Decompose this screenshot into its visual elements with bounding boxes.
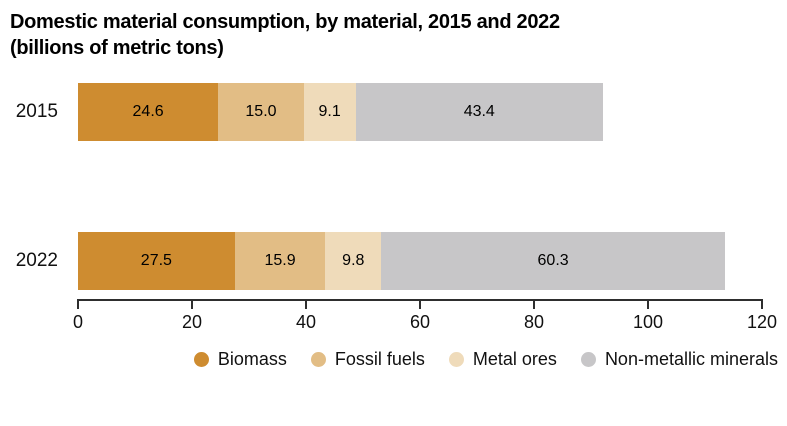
title-block: Domestic material consumption, by materi… xyxy=(10,9,560,61)
legend-label: Biomass xyxy=(217,349,287,369)
segment-value: 15.0 xyxy=(245,103,277,120)
segment-metal-ores: 9.8 xyxy=(325,232,382,290)
segment-biomass: 24.6 xyxy=(78,83,219,141)
legend-dot-icon xyxy=(580,352,596,367)
legend-dot-icon xyxy=(193,352,209,367)
axis-tick-label: 80 xyxy=(523,312,545,332)
axis-tick xyxy=(533,299,535,309)
chart-title: Domestic material consumption, by materi… xyxy=(10,11,560,33)
legend-label: Fossil fuels xyxy=(334,349,425,369)
bar-row-2015: 2015 24.6 15.0 9.1 43.4 xyxy=(16,83,762,141)
legend: Biomass Fossil fuels Metal ores Non-metalli… xyxy=(0,349,778,370)
x-axis: 0 20 40 60 80 100 120 xyxy=(73,299,777,332)
axis-tick-label: 0 xyxy=(72,312,84,332)
axis-tick xyxy=(191,299,193,309)
legend-dot-icon xyxy=(310,352,326,367)
segment-metal-ores: 9.1 xyxy=(303,83,356,141)
axis-tick xyxy=(77,299,79,309)
legend-dot-icon xyxy=(448,352,464,367)
legend-label: Non-metallic minerals xyxy=(604,349,778,369)
segment-value: 9.8 xyxy=(342,252,365,269)
axis-tick-label: 100 xyxy=(632,312,664,332)
axis-tick xyxy=(761,299,763,309)
axis-tick-label: 20 xyxy=(181,312,203,332)
category-label: 2022 xyxy=(15,250,58,271)
legend-item-metal-ores: Metal ores xyxy=(448,349,557,370)
axis-tick xyxy=(419,299,421,309)
segment-fossil-fuels: 15.9 xyxy=(234,232,326,290)
segment-value: 43.4 xyxy=(463,103,495,120)
bar-row-2022: 2022 27.5 15.9 9.8 60.3 xyxy=(16,232,762,290)
segment-value: 24.6 xyxy=(132,103,164,120)
category-label: 2015 xyxy=(15,101,58,122)
axis-tick-label: 120 xyxy=(746,312,778,332)
segment-non-metallic-minerals: 43.4 xyxy=(355,83,603,141)
chart-subtitle: (billions of metric tons) xyxy=(10,37,224,59)
segment-value: 15.9 xyxy=(264,252,296,269)
axis-tick-label: 60 xyxy=(409,312,431,332)
stacked-bar: 27.5 15.9 9.8 60.3 xyxy=(78,232,762,290)
legend-label: Metal ores xyxy=(472,349,557,369)
segment-fossil-fuels: 15.0 xyxy=(218,83,304,141)
axis-tick xyxy=(647,299,649,309)
segment-biomass: 27.5 xyxy=(78,232,235,290)
segment-value: 60.3 xyxy=(537,252,569,269)
segment-value: 27.5 xyxy=(140,252,172,269)
segment-non-metallic-minerals: 60.3 xyxy=(381,232,725,290)
segment-value: 9.1 xyxy=(318,103,341,120)
stacked-bar: 24.6 15.0 9.1 43.4 xyxy=(78,83,762,141)
axis-tick-label: 40 xyxy=(295,312,317,332)
legend-item-biomass: Biomass xyxy=(193,349,287,370)
legend-item-fossil-fuels: Fossil fuels xyxy=(310,349,425,370)
legend-item-non-metallic-minerals: Non-metallic minerals xyxy=(580,349,778,370)
axis-tick xyxy=(305,299,307,309)
